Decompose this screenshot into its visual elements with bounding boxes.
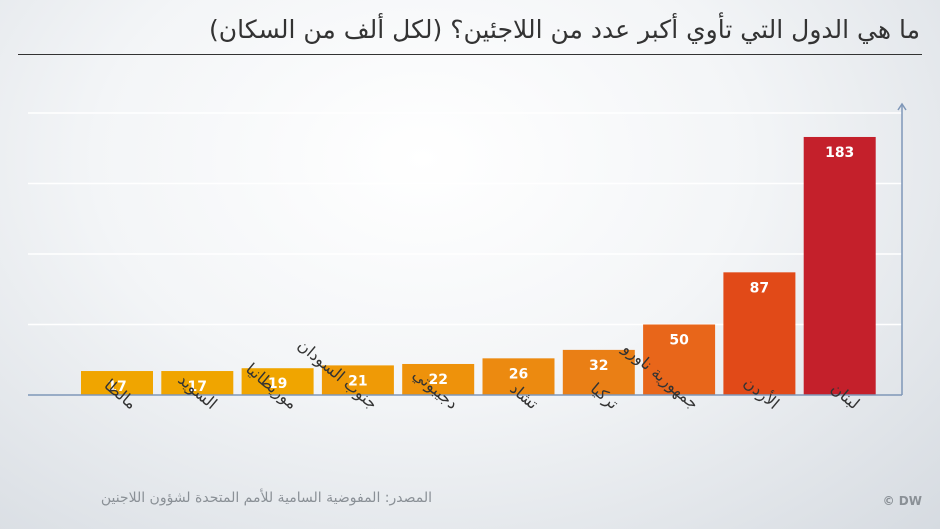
bar	[562, 349, 635, 395]
bar	[482, 358, 555, 395]
chart-title: ما هي الدول التي تأوي أكبر عدد من اللاجئ…	[209, 15, 920, 44]
bar	[81, 371, 153, 395]
bar-value-label: 50	[669, 333, 689, 349]
bar-value-label: 183	[825, 145, 854, 161]
bars: 17 17 19 21 22 26 32 50 87 183	[81, 136, 876, 395]
bar-value-label: 21	[348, 373, 367, 389]
title-divider	[18, 54, 922, 55]
bar-value-label: 26	[509, 366, 528, 382]
source-note: المصدر: المفوضية السامية للأمم المتحدة ل…	[100, 490, 432, 506]
bar-value-label: 32	[589, 358, 608, 374]
dw-logo: © DW	[882, 494, 922, 508]
bar	[161, 371, 234, 395]
y-axis-arrow-icon	[897, 102, 907, 111]
axes	[28, 102, 907, 396]
bar	[402, 363, 475, 395]
bar-value-label: 17	[107, 379, 126, 395]
bar	[723, 272, 796, 395]
bar	[241, 368, 314, 395]
bar-value-label: 17	[188, 379, 207, 395]
bar	[803, 136, 876, 395]
bar-value-label: 87	[750, 280, 769, 296]
bar-value-label: 19	[268, 376, 287, 392]
bar	[643, 324, 716, 395]
bar	[321, 365, 394, 395]
bar-value-label: 22	[428, 372, 447, 388]
